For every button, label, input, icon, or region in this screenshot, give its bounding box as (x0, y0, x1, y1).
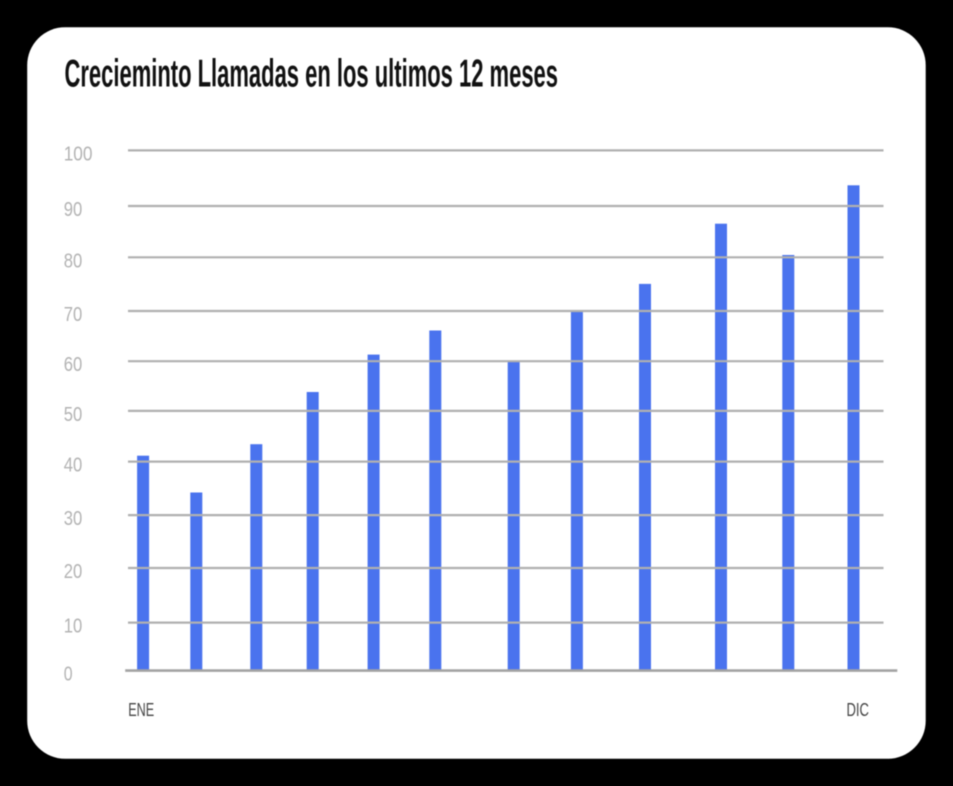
svg-text:60: 60 (64, 354, 82, 376)
svg-text:Crecieminto Llamadas en los ul: Crecieminto Llamadas en los ultimos 12 m… (65, 53, 559, 96)
svg-text:80: 80 (64, 250, 82, 272)
svg-text:30: 30 (64, 508, 82, 530)
svg-text:ENE: ENE (128, 700, 154, 720)
svg-text:0: 0 (64, 663, 73, 685)
svg-text:70: 70 (64, 304, 82, 326)
svg-text:DIC: DIC (846, 700, 869, 720)
svg-text:50: 50 (64, 404, 82, 426)
svg-text:90: 90 (64, 199, 82, 221)
svg-text:100: 100 (64, 143, 93, 165)
svg-text:10: 10 (64, 616, 82, 638)
svg-text:40: 40 (64, 455, 82, 477)
svg-text:20: 20 (64, 561, 82, 583)
